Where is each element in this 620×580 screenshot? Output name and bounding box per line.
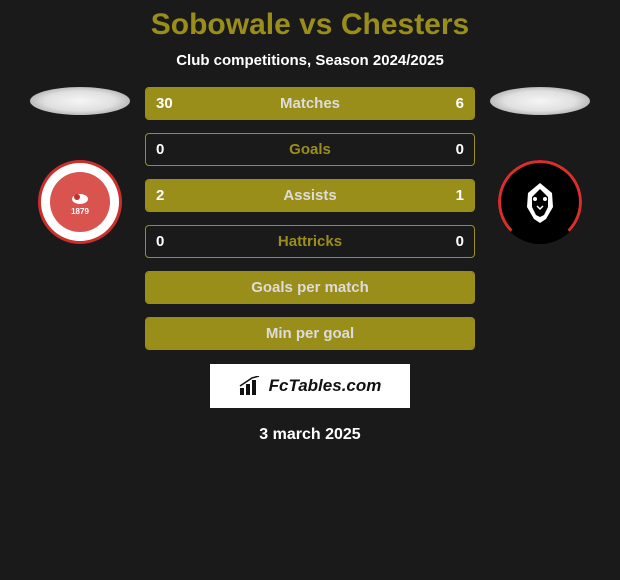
content-row: 1879 306Matches 00Goals 21Assists 00Hattric… xyxy=(0,87,620,350)
lion-icon xyxy=(520,179,560,225)
club-badge-right[interactable] xyxy=(498,160,582,244)
brand-chart-icon xyxy=(239,376,263,396)
stat-row: 306Matches xyxy=(145,87,475,120)
brand-text: FcTables.com xyxy=(269,376,382,396)
stat-row: 21Assists xyxy=(145,179,475,212)
subtitle: Club competitions, Season 2024/2025 xyxy=(0,52,620,69)
player-platform-left xyxy=(30,87,130,115)
stat-label: Min per goal xyxy=(146,325,474,342)
stat-row: 00Goals xyxy=(145,133,475,166)
brand-watermark[interactable]: FcTables.com xyxy=(210,364,410,408)
club-badge-left[interactable]: 1879 xyxy=(38,160,122,244)
stat-label: Assists xyxy=(146,187,474,204)
stat-row: Min per goal xyxy=(145,317,475,350)
robin-icon xyxy=(65,189,95,207)
stat-label: Goals xyxy=(146,141,474,158)
stat-label: Goals per match xyxy=(146,279,474,296)
stat-row: 00Hattricks xyxy=(145,225,475,258)
comparison-widget: Sobowale vs Chesters Club competitions, … xyxy=(0,0,620,444)
page-title: Sobowale vs Chesters xyxy=(0,8,620,42)
club-badge-left-inner: 1879 xyxy=(50,172,110,232)
footer-date: 3 march 2025 xyxy=(0,426,620,444)
stat-row: Goals per match xyxy=(145,271,475,304)
stat-label: Matches xyxy=(146,95,474,112)
stat-bars: 306Matches 00Goals 21Assists 00Hattricks Goa… xyxy=(145,87,475,350)
stat-label: Hattricks xyxy=(146,233,474,250)
right-player-col xyxy=(485,87,595,244)
left-player-col: 1879 xyxy=(25,87,135,244)
player-platform-right xyxy=(490,87,590,115)
badge-year: 1879 xyxy=(71,207,89,216)
